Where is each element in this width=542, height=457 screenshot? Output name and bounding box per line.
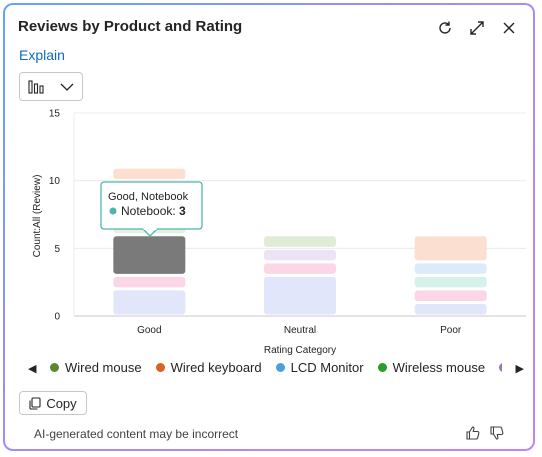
legend-items: Wired mouse Wired keyboard LCD Monitor Wire… bbox=[50, 360, 502, 380]
close-icon bbox=[503, 22, 515, 34]
svg-text:Notebook: 3: Notebook: 3 bbox=[121, 204, 186, 218]
y-tick-label: 10 bbox=[49, 176, 61, 187]
legend-label: Wired keyboard bbox=[170, 360, 262, 375]
bar-segment-highlighted[interactable] bbox=[113, 236, 186, 274]
legend-prev-button[interactable]: ◀ bbox=[28, 363, 37, 375]
legend-dot bbox=[155, 363, 165, 372]
tooltip-series: Notebook bbox=[121, 204, 173, 218]
ai-disclaimer: AI-generated content may be incorrect bbox=[34, 427, 239, 441]
refresh-icon bbox=[439, 21, 451, 34]
copy-icon bbox=[29, 396, 41, 410]
close-button[interactable] bbox=[497, 16, 521, 40]
tooltip-value: 3 bbox=[179, 204, 186, 218]
refresh-button[interactable] bbox=[433, 16, 457, 40]
legend: ◀ Wired mouse Wired keyboard LCD Monitor Wi… bbox=[22, 360, 526, 380]
y-axis-label: Count:All (Review) bbox=[32, 175, 43, 258]
legend-dot bbox=[275, 363, 285, 372]
x-tick-label: Neutral bbox=[284, 325, 316, 336]
legend-label: Wired mouse bbox=[65, 360, 142, 375]
x-axis-label: Rating Category bbox=[264, 345, 336, 356]
legend-label: Wireless mouse bbox=[392, 360, 486, 375]
tooltip-pointer bbox=[142, 228, 158, 237]
bar-segment[interactable] bbox=[414, 290, 487, 301]
bar-segment[interactable] bbox=[113, 168, 186, 180]
bar-segment[interactable] bbox=[113, 290, 186, 315]
bar-segment[interactable] bbox=[414, 276, 487, 288]
thumbs-down-icon[interactable] bbox=[489, 425, 505, 441]
legend-item[interactable]: Wireless mouse bbox=[377, 360, 486, 375]
chevron-down-icon bbox=[60, 83, 74, 91]
copy-label: Copy bbox=[46, 395, 77, 411]
x-tick-label: Good bbox=[137, 325, 161, 336]
panel-title: Reviews by Product and Rating bbox=[18, 18, 243, 35]
tooltip-dot bbox=[109, 207, 117, 215]
explain-link[interactable]: Explain bbox=[19, 47, 65, 63]
y-tick-label: 0 bbox=[54, 312, 60, 323]
bar-segment[interactable] bbox=[264, 236, 336, 247]
x-tick-label: Poor bbox=[440, 325, 462, 336]
bar-segment[interactable] bbox=[414, 303, 487, 315]
chart-type-dropdown[interactable] bbox=[19, 72, 83, 101]
chart-tooltip: Good, Notebook Notebook: 3 bbox=[100, 181, 203, 237]
y-tick-label: 15 bbox=[49, 109, 61, 120]
bar-segment[interactable] bbox=[414, 236, 487, 261]
bar-chart-icon bbox=[28, 79, 44, 94]
y-tick-label: 5 bbox=[54, 244, 60, 255]
bar-segment[interactable] bbox=[264, 263, 336, 274]
legend-item[interactable]: Wired keyboard bbox=[155, 360, 262, 375]
legend-next-button[interactable]: ▶ bbox=[515, 363, 524, 375]
thumbs-up-icon[interactable] bbox=[465, 425, 481, 441]
bar-segment[interactable] bbox=[264, 276, 336, 315]
legend-item[interactable]: Wired mouse bbox=[50, 360, 142, 375]
legend-dot bbox=[377, 363, 387, 372]
copy-button[interactable]: Copy bbox=[19, 391, 87, 415]
chart-panel bbox=[3, 3, 535, 451]
legend-item[interactable]: LCD Monitor bbox=[275, 360, 364, 375]
legend-dot bbox=[499, 363, 502, 372]
bar-segment[interactable] bbox=[414, 263, 487, 274]
legend-item[interactable]: W bbox=[499, 360, 502, 375]
axis-labels: Count:All (Review) Rating Category bbox=[32, 175, 336, 356]
legend-label: LCD Monitor bbox=[290, 360, 364, 375]
expand-button[interactable] bbox=[465, 16, 489, 40]
expand-icon bbox=[470, 21, 484, 35]
bar-segment[interactable] bbox=[264, 249, 336, 261]
legend-dot bbox=[50, 363, 59, 372]
bar-chart: 0 5 10 15 Good Neutral Poor Count:All (Review)… bbox=[32, 109, 526, 356]
bar-segment[interactable] bbox=[113, 276, 186, 288]
tooltip-title: Good, Notebook bbox=[108, 191, 189, 203]
